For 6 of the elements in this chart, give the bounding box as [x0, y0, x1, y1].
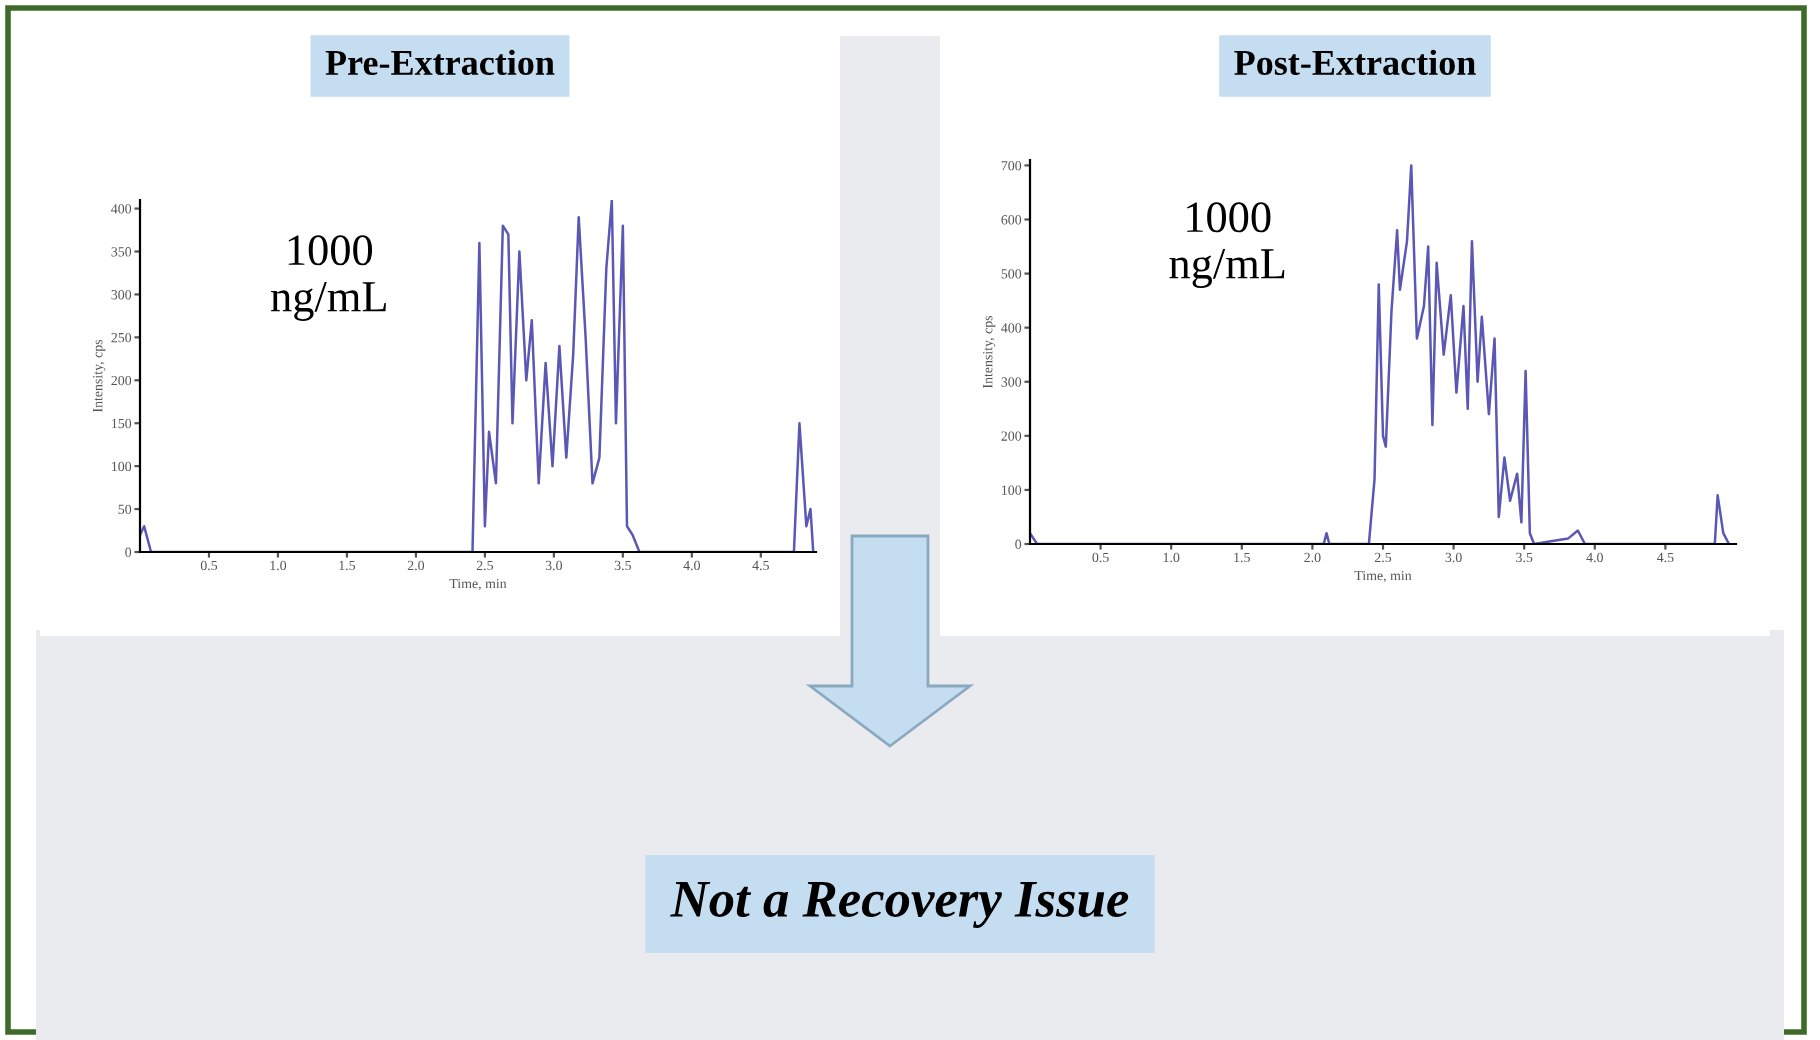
annotation: 1000 ng/mL [271, 235, 386, 321]
chart-title: Post-Extraction [1234, 49, 1476, 76]
chart-title: Pre-Extraction [325, 49, 555, 76]
line-series [140, 200, 815, 552]
annotation: 1000 ng/mL [1169, 202, 1285, 288]
text: Not a Recovery Issue [670, 881, 1129, 928]
